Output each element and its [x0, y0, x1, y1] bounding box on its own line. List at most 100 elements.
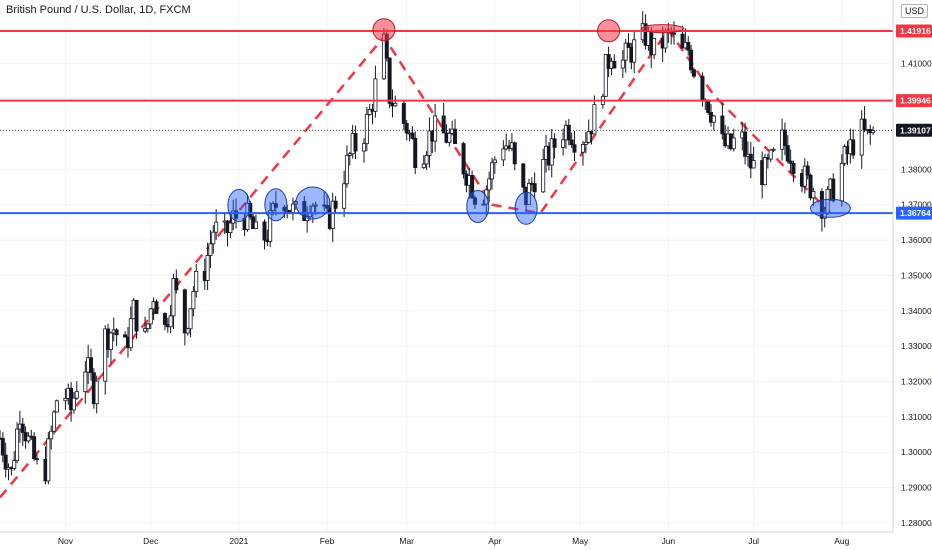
candle-body: [26, 435, 31, 442]
candle-body: [94, 380, 99, 405]
candle-body: [521, 163, 526, 188]
time-tick-label: Jun: [661, 536, 675, 546]
candle-body: [501, 148, 506, 161]
price-tick-label: 1.34000: [901, 306, 932, 316]
highlight-ovals: [227, 18, 851, 225]
price-tick-label: 1.35000: [901, 270, 932, 280]
candle-body: [364, 114, 369, 145]
support-oval: [514, 191, 538, 225]
candle-body: [134, 299, 139, 332]
candle-body: [108, 332, 113, 350]
candle-body: [592, 104, 597, 135]
time-tick-label: Jul: [748, 536, 759, 546]
candle-body: [620, 59, 625, 69]
candle-body: [859, 118, 864, 156]
time-tick-label: 2021: [229, 536, 248, 546]
candle-body: [0, 437, 5, 456]
candle-body: [290, 203, 295, 213]
level-label: 1.39946: [900, 96, 931, 106]
candle-body: [63, 398, 68, 402]
candle-body: [447, 133, 452, 143]
currency-button[interactable]: USD: [901, 4, 929, 18]
price-tick-label: 1.28000: [901, 518, 932, 528]
candle-body: [71, 397, 76, 411]
candle-body: [32, 436, 37, 460]
time-axis[interactable]: Nov Dec 2021 Feb Mar Apr May Jun Jul Aug: [0, 531, 893, 550]
candle-body: [819, 191, 824, 219]
candle-body: [686, 42, 691, 51]
candle-body: [268, 210, 273, 242]
candle-body: [549, 138, 554, 166]
candle-body: [603, 54, 608, 97]
price-axis[interactable]: 1.28000 1.29000 1.30000 1.31000 1.32000 1.330…: [892, 0, 932, 550]
horizontal-levels[interactable]: [0, 29, 893, 215]
time-tick-label: Dec: [143, 536, 159, 546]
candle-body: [194, 270, 199, 292]
candle-body: [453, 128, 458, 144]
candle-body: [632, 39, 637, 63]
candle-body: [103, 328, 108, 382]
candle-body: [583, 141, 588, 145]
chart-grid: [0, 0, 893, 532]
candle-body: [211, 231, 216, 245]
candle-body: [851, 139, 856, 156]
candle-body: [342, 183, 347, 209]
candle-body: [572, 144, 577, 153]
last-price-box: [896, 123, 932, 137]
candle-body: [367, 108, 372, 115]
candle-body: [839, 162, 844, 202]
price-tick-label: 1.30000: [901, 447, 932, 457]
candle-body: [74, 391, 79, 399]
candlestick-series: [0, 11, 876, 485]
level-label: 1.41916: [900, 26, 931, 36]
candle-body: [330, 200, 335, 229]
candle-body: [333, 200, 338, 209]
candle-body: [393, 102, 398, 107]
candle-body: [325, 205, 330, 209]
time-tick-label: Feb: [320, 536, 335, 546]
candle-body: [805, 165, 810, 176]
candle-body: [663, 31, 668, 49]
candle-body: [771, 148, 776, 151]
candle-body: [273, 203, 278, 208]
candle-body: [214, 221, 219, 233]
resistance-oval: [372, 18, 396, 42]
level-label: 1.36764: [900, 208, 931, 218]
candle-body: [743, 131, 748, 157]
candle-body: [785, 145, 790, 162]
price-tick-label: 1.38000: [901, 164, 932, 174]
candle-body: [401, 102, 406, 124]
candle-body: [162, 313, 167, 325]
candle-body: [672, 32, 677, 35]
candle-body: [253, 221, 258, 230]
candle-body: [208, 243, 213, 256]
candle-body: [83, 371, 88, 393]
candle-body: [652, 38, 657, 56]
candle-body: [623, 42, 628, 61]
candle-body: [691, 69, 696, 77]
chart-title: British Pound / U.S. Dollar, 1D, FXCM: [6, 4, 191, 16]
candle-body: [413, 137, 418, 169]
level-label-box: [896, 24, 932, 38]
candle-body: [145, 323, 150, 329]
candle-body: [532, 183, 537, 193]
candle-body: [481, 203, 486, 206]
candle-body: [89, 357, 94, 374]
support-oval: [809, 198, 851, 218]
candle-body: [566, 124, 571, 141]
candle-body: [586, 131, 591, 143]
candle-body: [52, 411, 57, 432]
candle-body: [552, 138, 557, 148]
candle-body: [492, 159, 497, 164]
candle-body: [808, 174, 813, 199]
candle-body: [470, 175, 475, 199]
candle-body: [788, 160, 793, 164]
candle-body: [313, 204, 318, 207]
candle-body: [791, 162, 796, 174]
candle-body: [487, 178, 492, 191]
candle-body: [49, 430, 54, 440]
candle-body: [262, 221, 267, 241]
last-price-label: 1.39107: [900, 125, 931, 135]
candle-body: [188, 308, 193, 330]
